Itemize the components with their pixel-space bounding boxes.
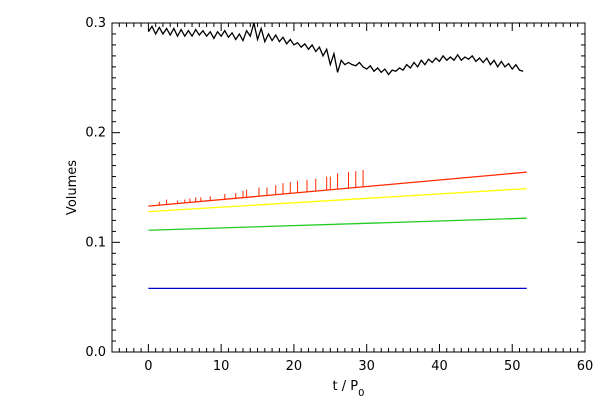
x-axis-label-subscript: 0 — [358, 388, 364, 399]
x-tick-label: 50 — [504, 359, 521, 374]
series-line-2 — [148, 187, 527, 213]
y-tick-label: 0.0 — [85, 345, 106, 360]
y-axis-label: Volumes — [65, 160, 80, 215]
y-tick-label: 0.1 — [85, 235, 106, 250]
x-tick-label: 10 — [213, 359, 230, 374]
labels-layer: 0 10 20 30 40 50 60 0.0 0.1 0.2 0.3 — [85, 16, 593, 374]
ticks-layer — [111, 22, 586, 353]
x-axis-label: t / P0 — [333, 379, 365, 399]
series-layer — [147, 22, 527, 290]
x-tick-label: 0 — [144, 359, 152, 374]
x-tick-label: 40 — [431, 359, 448, 374]
y-tick-label: 0.2 — [85, 126, 106, 141]
series-line-0 — [147, 22, 524, 76]
y-tick-label: 0.3 — [85, 16, 106, 31]
x-tick-label: 30 — [358, 359, 375, 374]
x-tick-label: 20 — [286, 359, 303, 374]
series-line-3 — [148, 217, 527, 231]
x-tick-label: 60 — [577, 359, 594, 374]
